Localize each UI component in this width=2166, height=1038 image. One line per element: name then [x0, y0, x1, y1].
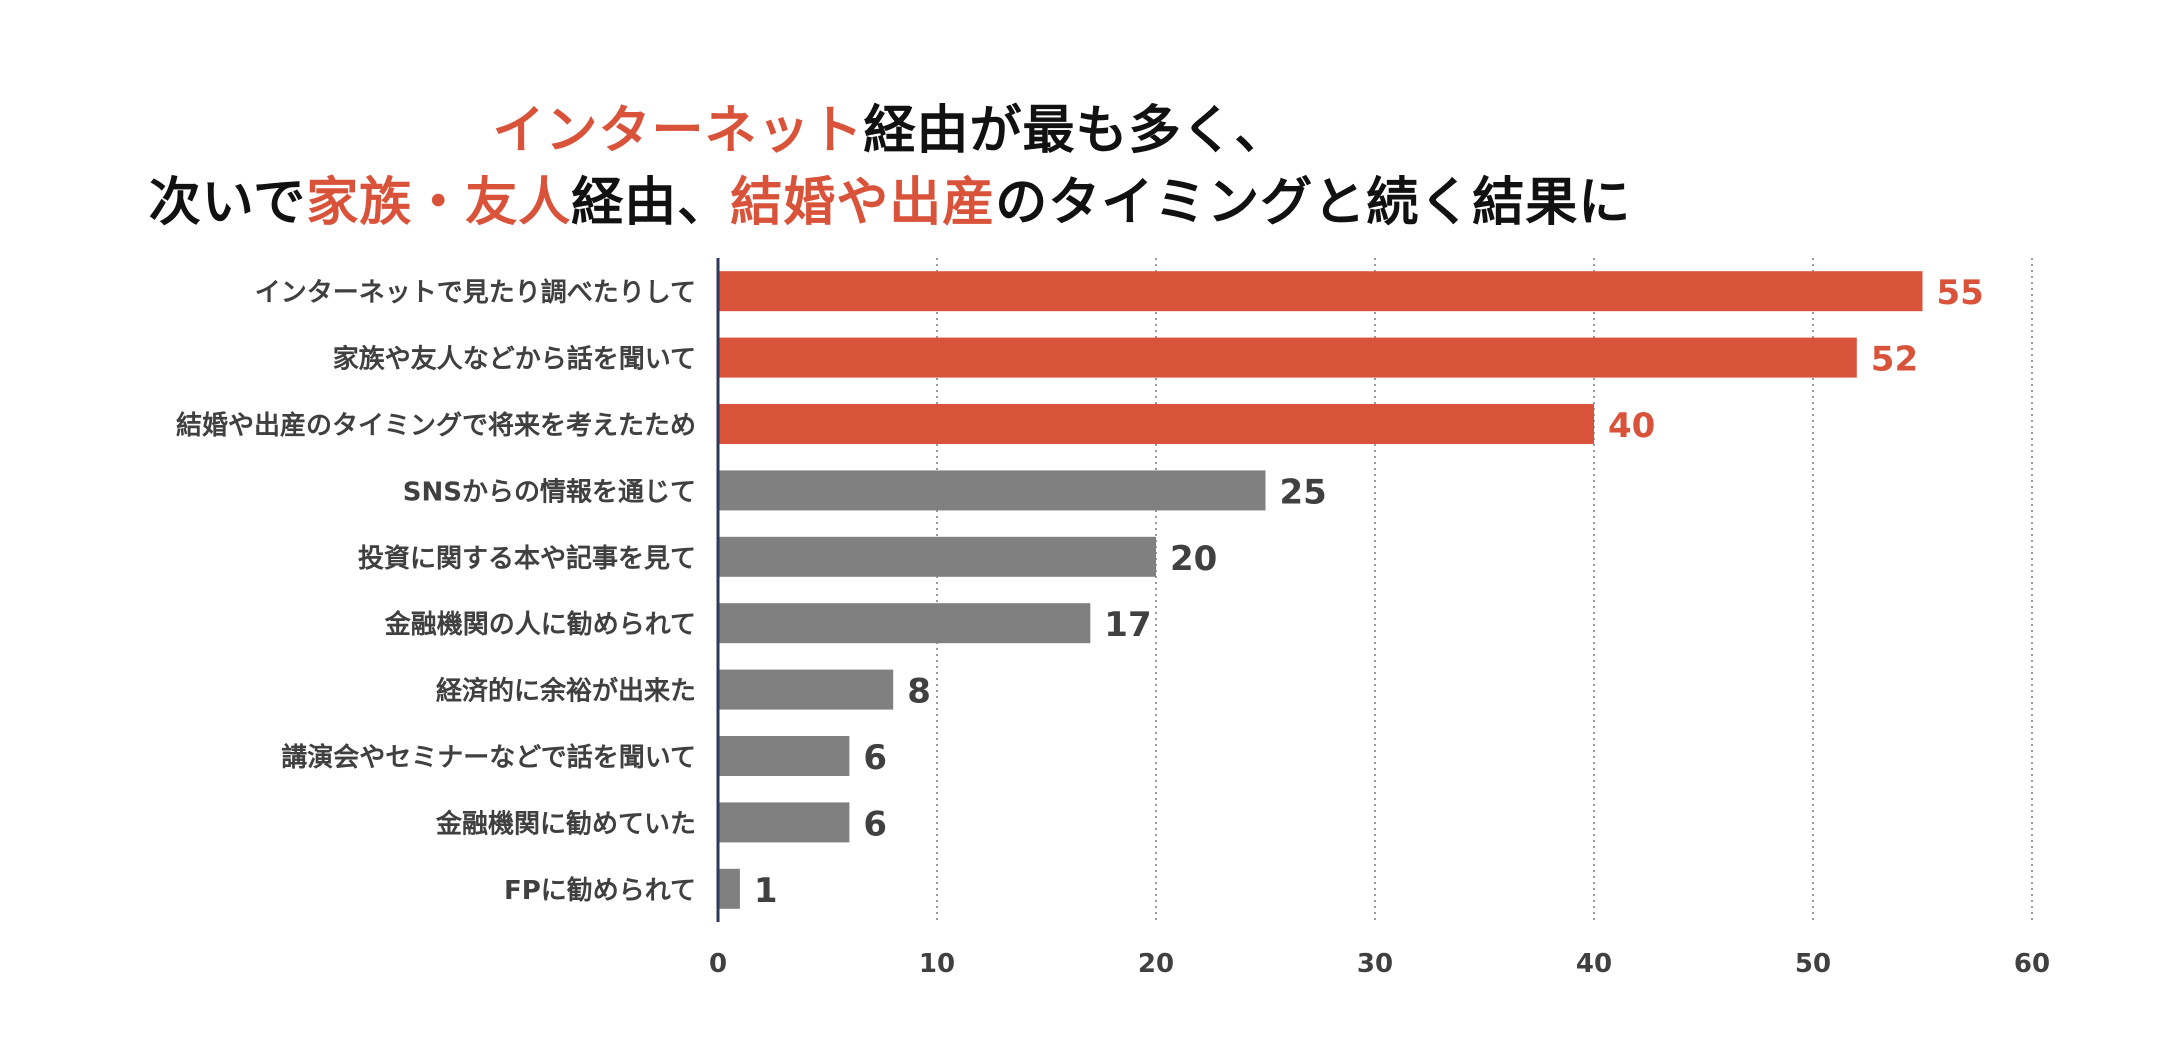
- title-segment: 次いで: [148, 173, 307, 233]
- bar: [718, 868, 740, 909]
- value-label: 6: [863, 804, 887, 844]
- value-label: 25: [1280, 472, 1327, 512]
- value-label: 8: [907, 672, 931, 712]
- x-tick-label: 20: [1138, 949, 1174, 979]
- bar: [718, 536, 1156, 577]
- x-tick-label: 10: [919, 949, 955, 979]
- title-segment: インターネット: [492, 101, 864, 161]
- x-axis-ticks: 0 10 20 30 40 50 60: [709, 949, 2050, 979]
- value-label: 52: [1871, 340, 1918, 380]
- x-tick-label: 0: [709, 949, 727, 979]
- value-label: 17: [1104, 605, 1151, 645]
- category-label: FPに勧められて: [504, 875, 696, 906]
- bar: [718, 802, 850, 843]
- category-label: 結婚や出産のタイミングで将来を考えたため: [176, 410, 696, 441]
- x-tick-label: 50: [1795, 949, 1831, 979]
- title-segment: 家族・友人: [306, 173, 572, 233]
- value-label: 1: [754, 871, 778, 911]
- category-label: インターネットで見たり調べたりして: [255, 277, 696, 308]
- category-label: 経済的に余裕が出来た: [436, 676, 696, 707]
- bar: [718, 404, 1594, 444]
- bar: [718, 470, 1266, 511]
- chart-title-line-2: 次いで家族・友人経由、結婚や出産のタイミングと続く結果に: [0, 160, 1780, 235]
- x-tick-label: 60: [2014, 949, 2050, 979]
- bars: [718, 271, 1923, 909]
- bar: [718, 669, 894, 710]
- category-labels: インターネットで見たり調べたりして家族や友人などから話を聞いて結婚や出産のタイミ…: [176, 277, 696, 906]
- category-label: SNSからの情報を通じて: [403, 477, 696, 507]
- gridlines: [936, 258, 2033, 922]
- value-label: 6: [863, 738, 887, 778]
- chart-title-line-1: インターネット経由が最も多く、: [0, 88, 1780, 163]
- category-label: 講演会やセミナーなどで話を聞いて: [281, 742, 696, 773]
- bar: [718, 337, 1857, 378]
- category-label: 金融機関に勧めていた: [435, 808, 696, 839]
- title-segment: のタイミングと続く結果に: [995, 173, 1632, 233]
- category-label: 投資に関する本や記事を見て: [358, 543, 696, 574]
- value-label: 55: [1937, 273, 1984, 313]
- bar: [718, 603, 1091, 644]
- title-segment: 経由、: [571, 173, 731, 233]
- bar: [718, 736, 850, 776]
- category-label: 家族や友人などから話を聞いて: [333, 344, 696, 375]
- x-tick-label: 40: [1576, 949, 1612, 979]
- value-label: 20: [1170, 539, 1217, 579]
- bar: [718, 271, 1923, 312]
- title-segment: 経由が最も多く、: [863, 101, 1288, 161]
- title-segment: 結婚や出産: [730, 173, 996, 233]
- x-tick-label: 30: [1357, 949, 1393, 979]
- category-label: 金融機関の人に勧められて: [384, 609, 696, 640]
- value-label: 40: [1608, 406, 1655, 446]
